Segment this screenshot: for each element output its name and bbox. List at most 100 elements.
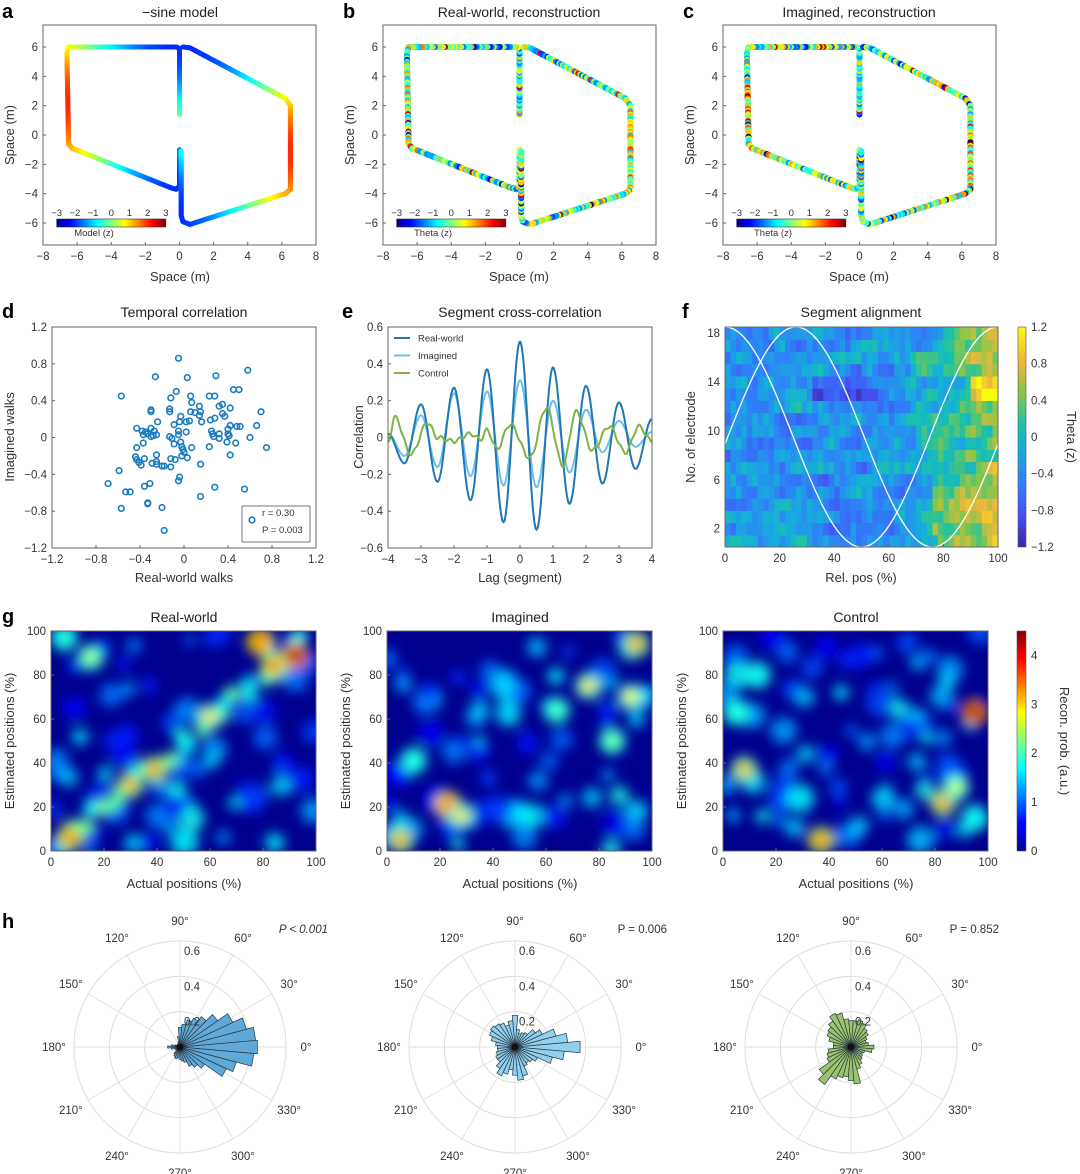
- panel-g-ytick-label: 100: [363, 626, 382, 638]
- heatmap-cell: [812, 437, 819, 450]
- heatmap-cell: [856, 449, 863, 463]
- heatmap-cell: [828, 412, 835, 426]
- heatmap-cell: [943, 363, 950, 377]
- heatmap-cell: [877, 424, 884, 438]
- heatmap-cell: [817, 412, 824, 426]
- panel-g-axes-control: 0 20 40 60 80 100 0 20 40 60 80 100: [699, 626, 998, 869]
- panel-d-xtick-label: 0.8: [264, 554, 280, 566]
- heatmap-blob: [601, 839, 621, 851]
- heatmap-cell: [921, 485, 928, 499]
- scatter-point: [223, 438, 231, 446]
- panel-g-xtick-label: 80: [593, 857, 606, 869]
- panel-a-ytick-label: −2: [25, 159, 38, 171]
- panel-g-title-imagined: Imagined: [491, 609, 549, 625]
- heatmap-cell: [763, 412, 770, 426]
- heatmap-cell: [785, 424, 792, 438]
- panel-d-ytick-label: 0.8: [31, 359, 47, 371]
- heatmap-blob: [968, 631, 988, 645]
- heatmap-cell: [954, 424, 961, 438]
- panel-g-ytick-label: 80: [705, 670, 718, 682]
- heatmap-cell: [976, 400, 983, 414]
- panel-d-axes: −1.2 −0.8 −0.4 0 0.4 0.8 1.2 −1.2 −0.8 −0.4 0 0.4 0.…: [24, 322, 324, 566]
- panel-g-ytick-label: 100: [27, 626, 46, 638]
- heatmap-blob: [786, 784, 815, 813]
- heatmap-cell: [823, 400, 830, 414]
- heatmap-cell: [899, 449, 906, 463]
- heatmap-cell: [916, 437, 923, 450]
- heatmap-cell: [927, 388, 934, 401]
- heatmap-cell: [910, 339, 917, 353]
- heatmap-cell: [937, 412, 944, 426]
- heatmap-cell: [970, 534, 977, 547]
- polar-angle-label: 150°: [394, 979, 418, 991]
- heatmap-cell: [959, 388, 966, 401]
- heatmap-blob: [844, 723, 859, 738]
- heatmap-cell: [992, 498, 998, 511]
- heatmap-cell: [927, 437, 934, 450]
- heatmap-cell: [785, 351, 792, 365]
- polar-angle-label: 300°: [231, 1151, 255, 1163]
- heatmap-cell: [741, 437, 748, 450]
- heatmap-cell: [845, 534, 852, 547]
- polar-angle-label: 150°: [59, 979, 83, 991]
- heatmap-cell: [954, 400, 961, 414]
- heatmap-cell: [872, 437, 879, 450]
- heatmap-cell: [866, 485, 874, 499]
- heatmap-cell: [790, 522, 797, 536]
- heatmap-cell: [779, 400, 786, 414]
- panel-a-xtick-label: 6: [279, 251, 285, 263]
- heatmap-cell: [806, 522, 813, 536]
- heatmap-hotspot: [935, 795, 950, 810]
- heatmap-cell: [877, 339, 884, 353]
- heatmap-blob: [387, 796, 399, 812]
- heatmap-cell: [752, 498, 759, 511]
- heatmap-cell: [872, 449, 879, 463]
- heatmap-cell: [845, 351, 852, 365]
- heatmap-cell: [937, 437, 944, 450]
- heatmap-cell: [823, 388, 830, 401]
- heatmap-blob: [215, 830, 231, 846]
- heatmap-cell: [992, 461, 998, 475]
- panel-d-xlabel: Real-world walks: [135, 570, 234, 585]
- heatmap-cell: [845, 339, 852, 353]
- panel-c-xtick-label: 4: [925, 251, 932, 263]
- heatmap-cell: [866, 375, 874, 389]
- panel-label-h: h: [2, 911, 14, 933]
- panel-e-xlabel: Lag (segment): [478, 570, 562, 585]
- heatmap-cell: [839, 510, 846, 524]
- heatmap-cell: [746, 327, 753, 340]
- heatmap-cell: [921, 400, 928, 414]
- heatmap-cell: [948, 363, 955, 377]
- heatmap-cell: [894, 400, 901, 414]
- heatmap-cell: [746, 522, 753, 536]
- heatmap-cell: [987, 437, 994, 450]
- heatmap-cell: [910, 449, 917, 463]
- heatmap-cell: [937, 498, 944, 511]
- heatmap-cell: [959, 351, 966, 365]
- heatmap-cell: [981, 363, 988, 377]
- heatmap-cell: [948, 437, 955, 450]
- heatmap-blob: [723, 775, 737, 795]
- heatmap-cell: [774, 327, 781, 340]
- heatmap-hotspot: [123, 778, 138, 792]
- panel-g-xtick-label: 40: [487, 857, 500, 869]
- heatmap-cell: [866, 400, 874, 414]
- heatmap-cell: [981, 400, 988, 414]
- heatmap-cell: [725, 498, 732, 511]
- panel-a-title: −sine model: [142, 4, 218, 20]
- heatmap-cell: [992, 522, 998, 536]
- heatmap-cell: [883, 498, 890, 511]
- heatmap-cell: [970, 522, 977, 536]
- panel-d-legend: r = 0.30 P = 0.003: [241, 505, 311, 543]
- heatmap-cell: [981, 485, 988, 499]
- heatmap-blob: [801, 657, 823, 679]
- heatmap-cell: [757, 351, 764, 365]
- panel-c-ytick-label: 0: [712, 130, 718, 142]
- panel-b-colorbar-tick: −1: [428, 208, 439, 219]
- heatmap-cell: [872, 339, 879, 353]
- heatmap-cell: [845, 412, 852, 426]
- heatmap-cell: [839, 327, 846, 340]
- heatmap-cell: [894, 363, 901, 377]
- heatmap-cell: [937, 400, 944, 414]
- heatmap-cell: [872, 375, 879, 389]
